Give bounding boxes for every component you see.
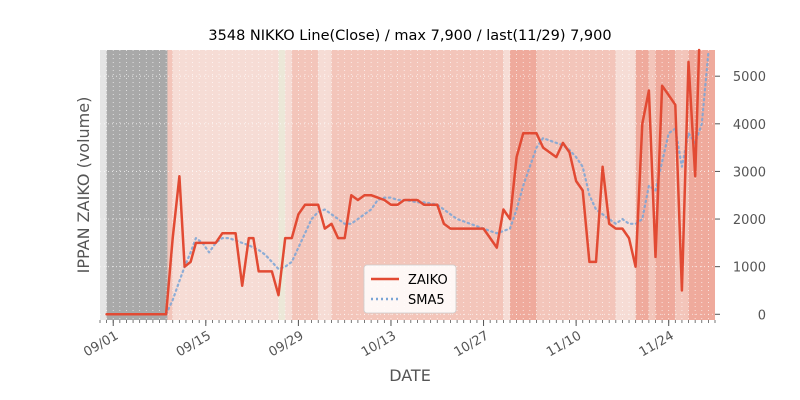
y-tick-label: 4000: [733, 118, 766, 133]
y-tick-label: 5000: [733, 70, 766, 85]
background-band: [675, 50, 689, 320]
series-line-zaiko: [105, 48, 701, 316]
background-band: [167, 50, 173, 320]
x-tick-label: 10/27: [452, 328, 492, 360]
x-tick-label: 11/24: [637, 328, 677, 360]
background-band: [615, 50, 636, 320]
x-tick-label: 09/29: [266, 328, 306, 360]
background-band: [635, 50, 649, 320]
x-axis-ticks: 09/01 09/15 09/29 10/13 10/27 11/10 11/24: [81, 320, 716, 360]
background-band: [318, 50, 332, 320]
y-tick-label: 3000: [733, 165, 766, 180]
y-tick-label: 0: [758, 308, 766, 323]
background-band: [106, 50, 168, 320]
x-tick-label: 10/13: [359, 328, 399, 360]
x-axis-label: DATE: [389, 366, 431, 385]
legend: ZAIKO SMA5: [363, 264, 457, 314]
gridlines: [100, 50, 715, 320]
background-band: [285, 50, 292, 320]
chart-title: 3548 NIKKO Line(Close) / max 7,900 / las…: [208, 28, 611, 44]
y-axis-ticks: 0 1000 2000 3000 4000 5000: [715, 70, 766, 323]
legend-label-zaiko: ZAIKO: [408, 273, 448, 288]
x-tick-label: 11/10: [544, 328, 584, 360]
legend-box: [363, 264, 457, 314]
legend-label-sma5: SMA5: [408, 293, 445, 308]
x-tick-label: 09/15: [174, 328, 214, 360]
y-tick-label: 2000: [733, 213, 766, 228]
series-lines: [105, 48, 710, 316]
background-band: [503, 50, 510, 320]
background-bands: [100, 50, 715, 320]
background-band: [100, 50, 107, 320]
background-band: [278, 50, 286, 320]
x-tick-label: 09/01: [81, 328, 121, 360]
y-axis-label: IPPAN ZAIKO (volume): [74, 97, 93, 274]
y-tick-label: 1000: [733, 261, 766, 276]
